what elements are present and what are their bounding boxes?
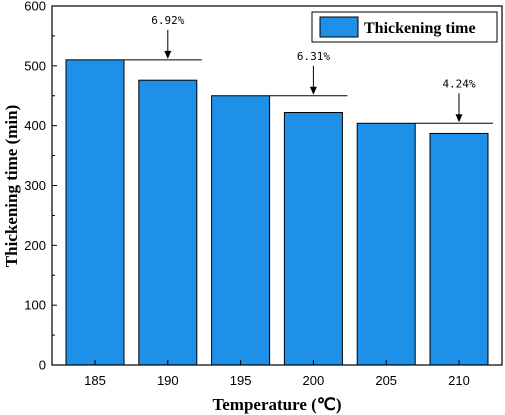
y-tick-label: 200 bbox=[24, 238, 46, 253]
y-axis-title: Thickening time (min) bbox=[2, 105, 21, 267]
bar-190 bbox=[138, 79, 198, 366]
legend-label: Thickening time bbox=[364, 20, 476, 37]
annotation-label: 6.31% bbox=[297, 50, 330, 63]
annotation-label: 4.24% bbox=[442, 77, 475, 90]
x-tick-label: 205 bbox=[375, 373, 397, 388]
bar-200 bbox=[283, 112, 343, 366]
bars-group bbox=[65, 59, 489, 366]
x-tick-label: 210 bbox=[448, 373, 470, 388]
annotations-group: 6.92% 6.31% 4.24% bbox=[124, 14, 493, 124]
bar-185 bbox=[65, 59, 125, 366]
y-tick-label: 600 bbox=[24, 0, 46, 14]
x-axis: 185 190 195 200 205 210 bbox=[84, 360, 470, 388]
y-axis: 0 100 200 300 400 500 600 bbox=[24, 0, 57, 373]
legend-swatch bbox=[319, 16, 359, 38]
y-tick-label: 400 bbox=[24, 118, 46, 133]
y-tick-label: 0 bbox=[39, 358, 46, 373]
x-tick-label: 195 bbox=[230, 373, 252, 388]
annotation-arrow-head bbox=[455, 114, 463, 123]
x-axis-title: Temperature (℃) bbox=[212, 395, 341, 414]
x-tick-label: 190 bbox=[157, 373, 179, 388]
annotation-label: 6.92% bbox=[151, 14, 184, 27]
bar-210 bbox=[429, 132, 489, 366]
legend: Thickening time bbox=[311, 11, 498, 43]
bar-195 bbox=[211, 95, 271, 366]
x-tick-label: 200 bbox=[303, 373, 325, 388]
y-tick-label: 100 bbox=[24, 298, 46, 313]
bar-205 bbox=[356, 122, 416, 366]
annotation-arrow-head bbox=[309, 86, 317, 95]
x-tick-label: 185 bbox=[84, 373, 106, 388]
y-tick-label: 300 bbox=[24, 178, 46, 193]
annotation-arrow-head bbox=[164, 50, 172, 59]
y-tick-label: 500 bbox=[24, 58, 46, 73]
